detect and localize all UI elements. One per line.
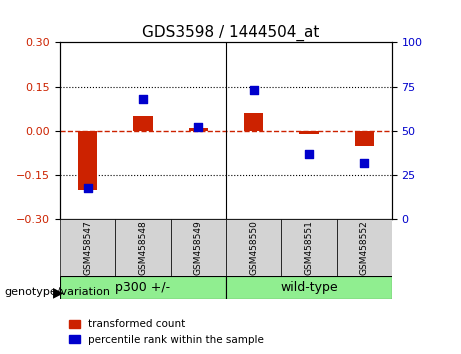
Bar	[133, 116, 153, 131]
FancyBboxPatch shape	[60, 276, 226, 299]
FancyBboxPatch shape	[171, 219, 226, 276]
Text: genotype/variation: genotype/variation	[5, 287, 111, 297]
Text: GSM458547: GSM458547	[83, 221, 92, 275]
Bar	[299, 131, 319, 134]
Text: GSM458550: GSM458550	[249, 220, 258, 275]
Point	[139, 96, 147, 102]
Text: GSM458548: GSM458548	[138, 221, 148, 275]
Bar	[355, 131, 374, 146]
Point	[195, 125, 202, 130]
Point	[305, 151, 313, 157]
Point	[250, 87, 257, 93]
FancyBboxPatch shape	[226, 219, 281, 276]
Text: GSM458549: GSM458549	[194, 221, 203, 275]
FancyBboxPatch shape	[226, 276, 392, 299]
Point	[84, 185, 91, 190]
FancyBboxPatch shape	[337, 219, 392, 276]
Bar	[244, 113, 263, 131]
Text: p300 +/-: p300 +/-	[115, 281, 171, 294]
Bar	[189, 128, 208, 131]
Bar	[78, 131, 97, 190]
Text: GDS3598 / 1444504_at: GDS3598 / 1444504_at	[142, 25, 319, 41]
FancyBboxPatch shape	[115, 219, 171, 276]
FancyBboxPatch shape	[60, 219, 115, 276]
Text: ▶: ▶	[53, 285, 64, 299]
Text: GSM458552: GSM458552	[360, 221, 369, 275]
Text: wild-type: wild-type	[280, 281, 337, 294]
FancyBboxPatch shape	[281, 219, 337, 276]
Legend: transformed count, percentile rank within the sample: transformed count, percentile rank withi…	[65, 315, 268, 349]
Text: GSM458551: GSM458551	[304, 220, 313, 275]
Point	[361, 160, 368, 166]
